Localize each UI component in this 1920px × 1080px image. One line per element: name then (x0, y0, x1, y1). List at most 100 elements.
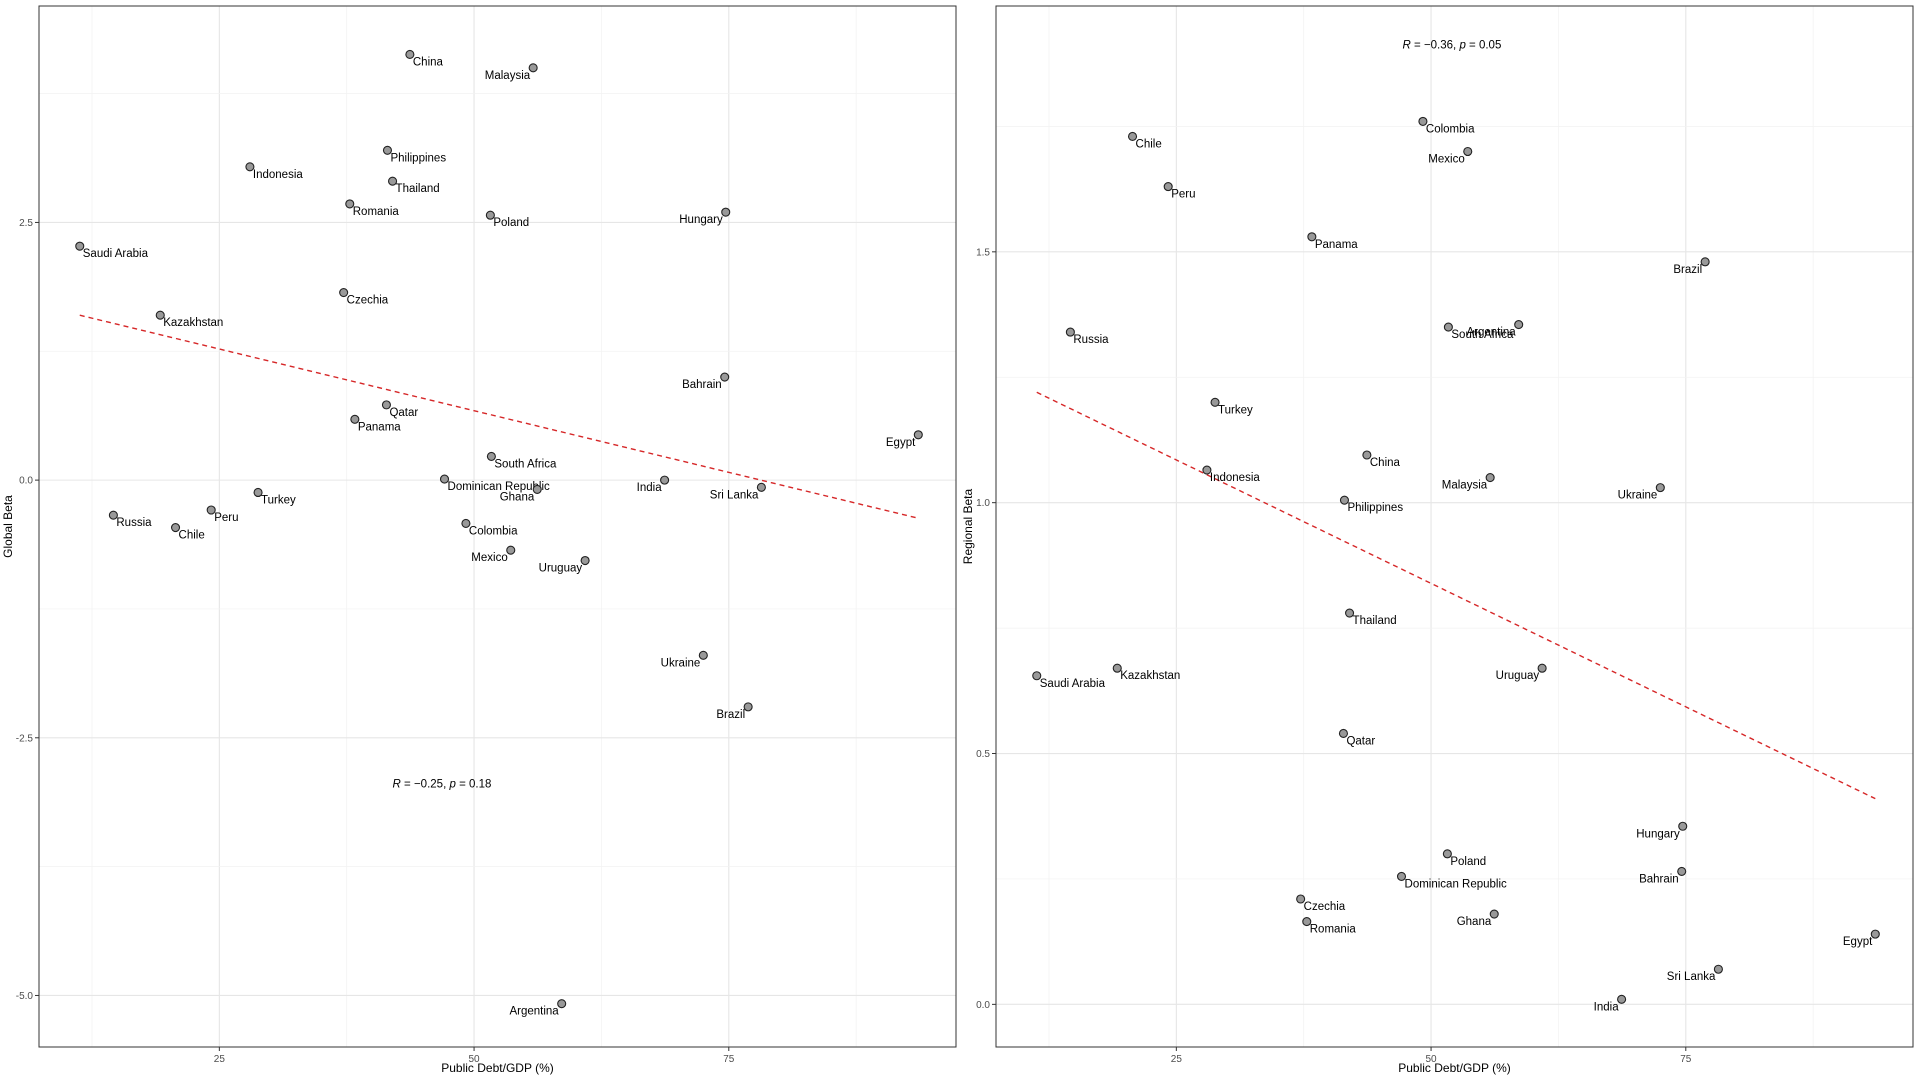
data-point (580, 555, 590, 566)
point-label: Thailand (396, 183, 440, 195)
data-point (1307, 232, 1317, 242)
point-label: Argentina (1466, 327, 1516, 339)
point-label: Ghana (1457, 916, 1492, 928)
point-label: Colombia (469, 525, 518, 537)
global-beta-panel: 25 50 75 -5.0 -2.5 0.0 2.5 Public Debt/GDP (%) G… (1, 5, 957, 1075)
data-point (1443, 322, 1453, 332)
data-point (381, 400, 391, 410)
point-label: Russia (116, 517, 152, 529)
point-label: Turkey (261, 494, 296, 506)
data-point (382, 145, 393, 155)
data-point (1442, 849, 1452, 859)
point-label: Poland (1450, 856, 1486, 868)
plot-border (38, 5, 957, 1048)
data-point (1485, 473, 1495, 483)
data-point (720, 372, 730, 382)
y-tick-label: 1.5 (976, 247, 990, 258)
trend-line (1036, 391, 1876, 800)
point-label: Panama (1315, 239, 1358, 251)
data-point (206, 505, 216, 515)
point-label: Saudi Arabia (1040, 678, 1106, 690)
data-point (1537, 663, 1547, 673)
y-tick-label: 0.0 (19, 476, 33, 487)
data-point (405, 49, 415, 59)
x-axis-title: Public Debt/GDP (%) (441, 1061, 553, 1075)
point-label: Kazakhstan (163, 317, 223, 329)
data-point (1463, 146, 1473, 157)
data-point (721, 207, 731, 217)
point-label: Colombia (1426, 123, 1475, 135)
data-point (1296, 894, 1306, 904)
data-point (1210, 397, 1220, 407)
data-point (1396, 871, 1407, 881)
point-label: South Africa (494, 458, 557, 470)
point-label: Dominican Republic (1405, 878, 1508, 890)
point-label: Peru (214, 512, 238, 524)
data-point (698, 650, 708, 660)
point-label: Bahrain (682, 379, 722, 391)
plot-border (995, 5, 1914, 1048)
point-label: Malaysia (485, 70, 531, 82)
point-label: Indonesia (1210, 472, 1260, 484)
data-point (557, 999, 567, 1009)
data-point (439, 474, 450, 484)
point-label: Ghana (500, 491, 535, 503)
plot-background (996, 6, 1913, 1047)
plot-background (39, 6, 956, 1047)
regional-beta-panel: 25 50 75 0.0 0.5 1.0 1.5 Public Debt/GDP (%) Reg… (961, 5, 1914, 1075)
point-label: Panama (358, 421, 401, 433)
point-label: Uruguay (539, 563, 583, 575)
data-point (1418, 116, 1428, 126)
point-label: Ukraine (661, 657, 701, 669)
point-label: Kazakhstan (1120, 670, 1180, 682)
x-tick-label: 75 (723, 1054, 735, 1065)
data-point (1065, 327, 1075, 337)
data-point (345, 199, 355, 209)
point-label: Romania (1310, 924, 1357, 936)
point-label: Saudi Arabia (83, 248, 149, 260)
data-point (155, 310, 165, 320)
point-label: Philippines (390, 152, 446, 164)
data-point (1617, 994, 1627, 1004)
data-point (1362, 450, 1372, 460)
data-point (486, 451, 496, 461)
x-tick-label: 25 (1171, 1054, 1183, 1065)
point-label: China (413, 56, 444, 68)
point-label: Peru (1171, 189, 1195, 201)
data-point (75, 241, 85, 251)
data-point (756, 482, 766, 492)
data-point (339, 287, 349, 298)
x-tick-label: 25 (214, 1054, 226, 1065)
data-point (528, 63, 538, 73)
point-label: Hungary (1636, 828, 1680, 840)
data-point (1163, 182, 1173, 192)
point-label: Malaysia (1442, 480, 1488, 492)
point-label: Hungary (679, 214, 723, 226)
data-point (1127, 131, 1138, 141)
data-point (1345, 608, 1355, 618)
point-label: Brazil (1673, 264, 1702, 276)
data-point (913, 430, 923, 440)
data-point (485, 210, 495, 220)
data-point (1489, 909, 1499, 919)
point-label: Egypt (1843, 936, 1873, 948)
y-axis-title: Regional Beta (961, 488, 975, 564)
point-label: Philippines (1347, 502, 1403, 514)
point-label: Sri Lanka (1667, 971, 1716, 983)
y-axis-title: Global Beta (1, 495, 15, 558)
point-label: Sri Lanka (710, 489, 759, 501)
point-label: Russia (1073, 334, 1109, 346)
data-point (1302, 917, 1312, 927)
y-tick-label: 1.0 (976, 498, 990, 509)
data-point (108, 510, 118, 520)
data-point (1700, 257, 1710, 267)
point-label: Chile (179, 530, 205, 542)
x-axis-title: Public Debt/GDP (%) (1398, 1061, 1510, 1075)
correlation-annotation: R = −0.36, p = 0.05 (1403, 40, 1502, 52)
data-point (506, 545, 516, 555)
data-point (1678, 821, 1688, 831)
data-point (245, 162, 255, 172)
data-point (1514, 320, 1524, 330)
data-point (1713, 964, 1723, 974)
